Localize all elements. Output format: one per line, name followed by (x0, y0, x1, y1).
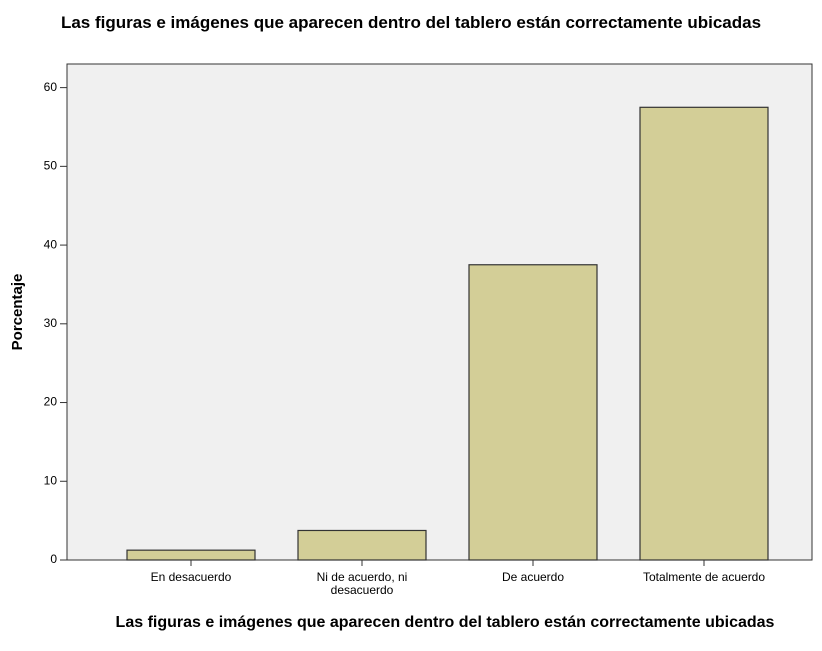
chart-title: Las figuras e imágenes que aparecen dent… (60, 13, 762, 32)
y-tick-label: 10 (44, 473, 58, 487)
y-tick-label: 30 (44, 316, 58, 330)
y-tick-label: 0 (50, 552, 57, 566)
y-tick-label: 60 (44, 80, 58, 94)
bar (639, 106, 769, 561)
y-tick-label: 20 (44, 395, 58, 409)
y-axis-label: Porcentaje (9, 274, 26, 351)
x-tick-label: De acuerdo (501, 570, 565, 584)
y-tick-label: 50 (44, 159, 58, 173)
x-tick-label: Totalmente de acuerdo (642, 570, 766, 584)
bar (297, 529, 427, 561)
y-tick-label: 40 (44, 237, 58, 251)
bar (468, 264, 598, 561)
bar (126, 549, 256, 561)
x-tick-label: Ni de acuerdo, ni desacuerdo (316, 570, 408, 597)
x-tick-label: En desacuerdo (150, 570, 232, 584)
x-axis-label: Las figuras e imágenes que aparecen dent… (115, 614, 775, 631)
